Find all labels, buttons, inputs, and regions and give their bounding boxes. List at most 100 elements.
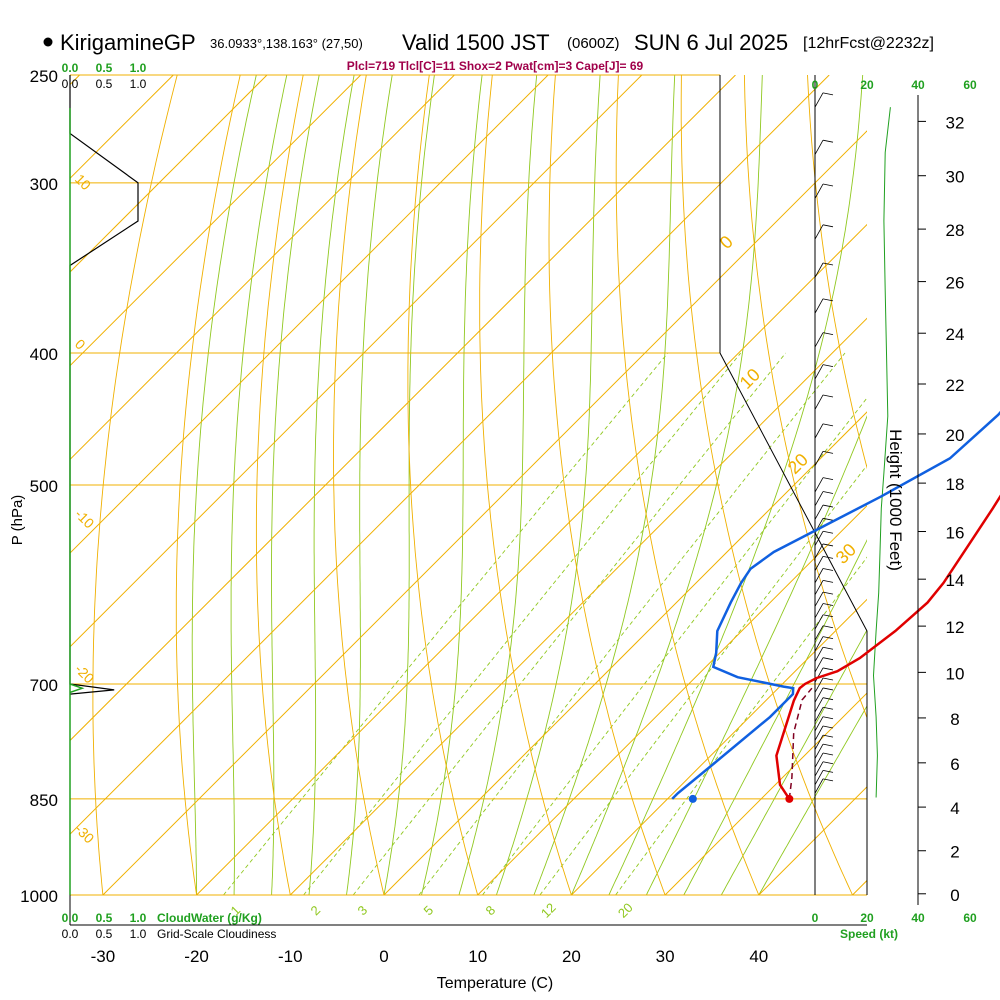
wind-barb [814, 491, 824, 507]
height-tick-label: 28 [946, 221, 965, 240]
moist-adiabat-line [308, 75, 355, 896]
dry-adiabat-label: 0 [72, 336, 89, 353]
station-coords: 36.0933°,138.163° (27,50) [210, 36, 363, 51]
moist-adiabat-line [383, 75, 435, 896]
right-boundary-skew [719, 352, 868, 895]
x-axis-title: Temperature (C) [437, 975, 553, 992]
wind-barb-flag [822, 394, 834, 398]
dry-adiabat-line [407, 75, 479, 896]
wind-barb-flag [822, 687, 834, 691]
isotherm-line [70, 75, 455, 461]
speed-top-label: 60 [963, 78, 977, 92]
dry-adiabat-line [255, 75, 304, 896]
height-tick-label: 4 [950, 799, 959, 818]
wind-barb [814, 183, 824, 199]
surface-temperature-marker [785, 794, 794, 803]
mixing-ratio-line [482, 397, 867, 896]
isotherm-line [852, 879, 867, 896]
wind-barb-flag [822, 450, 834, 454]
temperature-tick-label: -10 [278, 947, 303, 966]
pressure-tick-label: 300 [30, 175, 58, 194]
dry-adiabats [92, 75, 1000, 896]
valid-time: Valid 1500 JST [402, 30, 550, 55]
moist-adiabat-line [271, 75, 320, 896]
bottom-cloudwater-label: 0.0 [62, 911, 79, 925]
dry-adiabat-label: -20 [72, 661, 98, 687]
moist-adiabat-label: 0 [716, 232, 737, 253]
wind-barb-flag [822, 517, 834, 521]
wind-barb [814, 591, 824, 607]
wind-barb-flag [822, 636, 834, 640]
cloudwater-profile [69, 683, 85, 694]
wind-barb-flag [822, 580, 834, 583]
parcel-line [788, 687, 813, 799]
wind-barb [814, 423, 824, 439]
wind-barb [814, 556, 824, 571]
moist-adiabat-line [645, 415, 867, 896]
wind-barb [814, 568, 824, 584]
height-tick-label: 30 [946, 168, 965, 187]
moist-adiabat-line [533, 75, 676, 896]
wind-barb-flag [822, 491, 834, 494]
wind-barb-flag [822, 530, 834, 534]
wind-barb [814, 477, 824, 493]
wind-barb-flag [822, 543, 834, 547]
wind-barb [814, 504, 824, 520]
wind-speed-profile [872, 107, 891, 798]
moist-adiabats [191, 75, 867, 896]
mixing-ratio-label: 12 [538, 900, 559, 921]
pressure-tick-label: 850 [30, 791, 58, 810]
wind-barb [814, 647, 824, 662]
wind-barb [814, 224, 824, 240]
height-tick-label: 32 [946, 113, 965, 132]
wind-barb [814, 636, 824, 652]
cloudiness-profile [69, 75, 139, 695]
y-axis-title: P (hPa) [9, 495, 26, 546]
mixing-ratio-label: 5 [420, 902, 436, 918]
wind-barb-flag [822, 423, 834, 427]
isotherm-line [70, 75, 362, 367]
moist-adiabat-line [683, 539, 867, 896]
temperature-tick-label: -20 [184, 947, 209, 966]
height-tick-label: 10 [946, 664, 965, 683]
top-scale-black-label: 1.0 [130, 77, 147, 91]
sounding-series [671, 410, 1000, 803]
wind-barb [814, 614, 824, 630]
dry-adiabat-line [615, 75, 760, 896]
moist-adiabat-line [346, 75, 393, 896]
bottom-cloudwater-label: 0.5 [96, 911, 113, 925]
temperature-line [775, 494, 1000, 800]
wind-barb-flag [822, 657, 834, 661]
wind-barb-flag [822, 504, 834, 508]
wind-barb-flag [822, 224, 834, 228]
wind-barb-flag [822, 591, 834, 595]
station-name: KirigamineGP [60, 30, 196, 55]
wind-barb [814, 725, 824, 741]
height-tick-label: 22 [946, 376, 965, 395]
temperature-tick-label: 40 [749, 947, 768, 966]
dry-adiabat-label: -10 [72, 506, 98, 532]
wind-barb [814, 332, 824, 348]
height-tick-label: 14 [946, 571, 965, 590]
pressure-tick-label: 250 [30, 67, 58, 86]
wind-barb [814, 761, 824, 777]
wind-barb [814, 707, 824, 722]
top-scale-black-label: 0.0 [62, 77, 79, 91]
temperature-tick-label: 10 [468, 947, 487, 966]
dry-adiabat-line [997, 75, 1000, 895]
moist-adiabat-line [758, 705, 867, 896]
wind-barb-flag [822, 332, 834, 336]
mixing-ratio-lines [223, 352, 867, 896]
height-tick-label: 26 [946, 274, 965, 293]
top-scale-green-label: 0.5 [96, 61, 113, 75]
speed-axis-title: Speed (kt) [840, 927, 898, 941]
stability-indices: Plcl=719 Tlcl[C]=11 Shox=2 Pwat[cm]=3 Ca… [347, 59, 644, 73]
dry-adiabat-line [807, 75, 867, 470]
height-tick-label: 24 [946, 325, 965, 344]
top-scale-green-label: 1.0 [130, 61, 147, 75]
forecast-info: [12hrFcst@2232z] [803, 35, 934, 52]
wind-barb-flag [822, 761, 834, 765]
pressure-tick-label: 500 [30, 477, 58, 496]
speed-top-label: 20 [860, 78, 874, 92]
wind-barb [814, 657, 824, 673]
